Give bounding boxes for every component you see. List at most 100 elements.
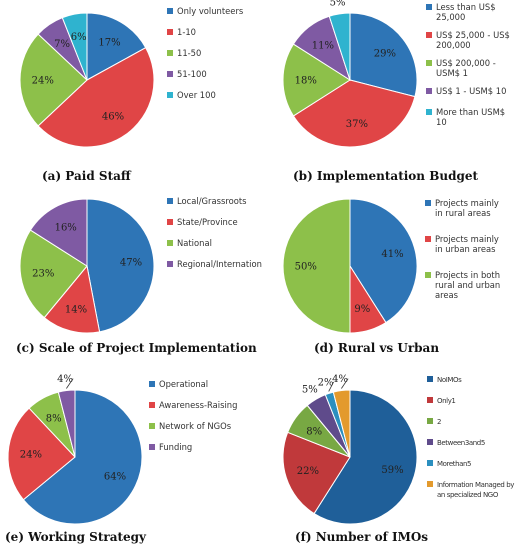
pie-slice-label: 16% xyxy=(55,223,77,234)
legend-swatch xyxy=(167,71,173,77)
legend-swatch xyxy=(425,272,431,278)
chart-title: (d) Rural vs Urban xyxy=(314,341,439,355)
legend-swatch xyxy=(427,418,433,424)
legend-entry: Awareness-Raising xyxy=(159,400,237,410)
pie-slice xyxy=(7,407,76,501)
chart-title: (e) Working Strategy xyxy=(5,530,147,544)
pie-slice xyxy=(332,389,351,458)
pie-slice-label: 18% xyxy=(295,76,317,87)
pie-slice-label: 47% xyxy=(120,257,142,268)
pie-slice-label: 6% xyxy=(71,32,87,43)
pie-panel-1: 29% 37% 18% 11% 5% Less than US$ 25,000 US$ 25,… xyxy=(282,0,510,183)
pie-slice-label: 22% xyxy=(297,466,319,477)
leader-line xyxy=(66,378,74,389)
pie-slice-label: 9% xyxy=(354,304,370,315)
legend-swatch xyxy=(427,397,433,403)
legend-swatch xyxy=(426,109,432,115)
pie-slice-label: 37% xyxy=(346,119,368,130)
pie-slice xyxy=(43,264,101,334)
pie-slice-label: 64% xyxy=(104,471,126,482)
legend-entry: 1-10 xyxy=(177,27,196,37)
pie-slice xyxy=(86,198,155,333)
pie-slice-label: 23% xyxy=(32,268,54,279)
pie-panel-2: 47% 14% 23% 16% Local/Grassroots State/Provin… xyxy=(16,196,262,355)
leader-line xyxy=(341,378,349,389)
legend-swatch xyxy=(427,376,433,382)
legend-entry: 2 xyxy=(437,418,441,426)
pie-slice xyxy=(61,12,88,81)
legend-swatch xyxy=(427,460,433,466)
legend-entry: Projects in both rural and urban areas xyxy=(435,270,500,300)
pie-slice xyxy=(282,198,351,334)
pie-slice-label: 17% xyxy=(98,37,120,48)
legend-entry: Only1 xyxy=(437,397,456,405)
legend-entry: Only volunteers xyxy=(177,6,243,16)
leader-line xyxy=(328,381,334,392)
pie-slice xyxy=(19,229,88,319)
pie-slice xyxy=(57,389,76,458)
pie-panel-4: 64% 24% 8% 4% Operational Awareness-Raising Ne… xyxy=(5,374,237,544)
pie-slice-label: 29% xyxy=(374,48,396,59)
legend-entry: 11-50 xyxy=(177,48,201,58)
pie-slice-label: 14% xyxy=(65,304,87,315)
legend-entry: Between3and5 xyxy=(437,439,485,447)
legend-swatch xyxy=(167,240,173,246)
chart-title: (b) Implementation Budget xyxy=(293,169,478,183)
legend-entry: US$ 1 - USM$ 10 xyxy=(436,86,506,96)
legend-swatch xyxy=(426,60,432,66)
legend-swatch xyxy=(427,481,433,487)
legend-entry: Regional/Internation xyxy=(177,259,262,269)
pie-slice xyxy=(328,12,351,81)
legend-swatch xyxy=(167,8,173,14)
pie-slice-label: 24% xyxy=(20,450,42,461)
legend-swatch xyxy=(167,198,173,204)
pie-slice xyxy=(349,12,418,98)
legend-entry: Projects mainly in rural areas xyxy=(435,198,499,218)
legend-entry: 51-100 xyxy=(177,69,207,79)
pie-panel-5: 59% 22% 8% 5%2%4% NoIMOs Only1 2 Between3and5 Mo… xyxy=(282,374,515,544)
legend-entry: Less than US$ 25,000 xyxy=(436,2,496,22)
legend-entry: Network of NGOs xyxy=(159,421,231,431)
chart-title: (c) Scale of Project Implementation xyxy=(16,341,257,355)
legend-entry: Local/Grassroots xyxy=(177,196,246,206)
legend-entry: Projects mainly in urban areas xyxy=(435,234,499,254)
legend-entry: National xyxy=(177,238,212,248)
legend-entry: State/Province xyxy=(177,217,238,227)
pie-slice-label: 5% xyxy=(302,385,318,396)
legend-swatch xyxy=(426,4,432,10)
pie-slice-label: 2% xyxy=(318,377,334,388)
pie-slice-label: 5% xyxy=(330,0,346,9)
pie-slice xyxy=(86,12,147,81)
pie-slice xyxy=(282,43,351,117)
pie-slice xyxy=(313,389,418,525)
legend-entry: Over 100 xyxy=(177,90,216,100)
legend-swatch xyxy=(167,92,173,98)
pie-slice xyxy=(19,33,88,127)
chart-title: (a) Paid Staff xyxy=(42,169,132,183)
legend-swatch xyxy=(167,50,173,56)
legend-entry: Morethan5 xyxy=(437,460,471,468)
legend-entry: Information Managed by an specialized NGO xyxy=(437,481,514,499)
legend-swatch xyxy=(149,444,155,450)
legend-entry: Funding xyxy=(159,442,192,452)
pie-slice xyxy=(29,198,88,267)
pie-slice-label: 8% xyxy=(306,427,322,438)
legend-swatch xyxy=(425,200,431,206)
pie-slice-label: 50% xyxy=(295,262,317,273)
pie-slice-label: 41% xyxy=(381,249,403,260)
pie-slice xyxy=(22,389,143,525)
legend-entry: US$ 25,000 - US$ 200,000 xyxy=(436,30,510,50)
legend-swatch xyxy=(425,236,431,242)
pie-slice-label: 46% xyxy=(102,111,124,122)
pie-slice-label: 8% xyxy=(46,414,62,425)
chart-title: (f) Number of IMOs xyxy=(295,530,428,544)
legend-swatch xyxy=(149,402,155,408)
pie-slice-label: 24% xyxy=(32,76,54,87)
legend-swatch xyxy=(167,219,173,225)
pie-slice xyxy=(282,431,351,515)
pie-slice-label: 11% xyxy=(312,41,334,52)
legend-swatch xyxy=(426,88,432,94)
pie-slice-label: 4% xyxy=(57,374,73,385)
legend-swatch xyxy=(149,423,155,429)
